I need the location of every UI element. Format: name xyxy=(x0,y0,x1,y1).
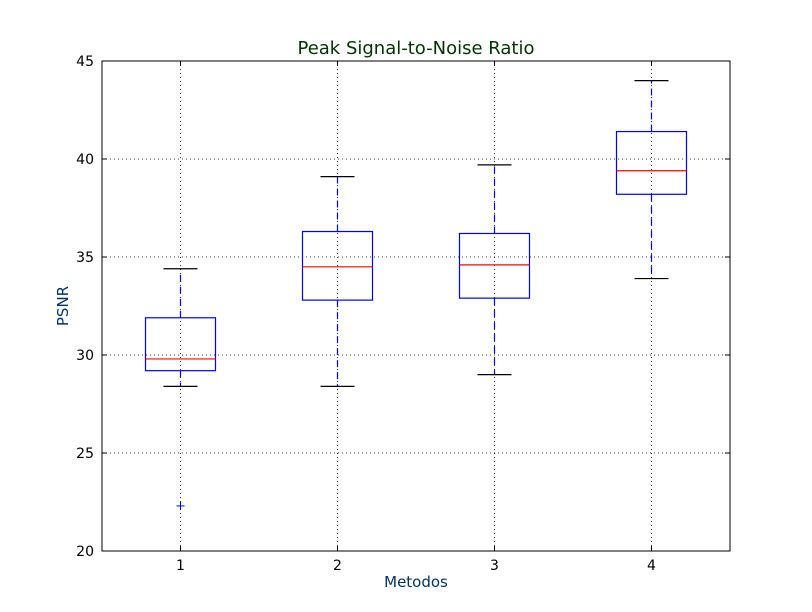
y-axis-title: PSNR xyxy=(54,286,72,326)
y-tick-label: 25 xyxy=(76,446,94,462)
box-iqr xyxy=(615,130,688,195)
x-tick-label: 3 xyxy=(490,558,499,574)
box-iqr xyxy=(144,317,217,372)
x-tick-label: 2 xyxy=(333,558,342,574)
chart-title: Peak Signal-to-Noise Ratio xyxy=(297,38,534,59)
box-group xyxy=(458,164,531,376)
ticks: 20 25 30 35 40 45 1 2 3 4 xyxy=(76,54,730,574)
grid-lines xyxy=(102,61,730,551)
y-tick-label: 45 xyxy=(76,54,94,70)
x-tick-label: 1 xyxy=(176,558,185,574)
y-tick-label: 40 xyxy=(76,152,94,168)
box-iqr xyxy=(301,230,374,301)
box-group xyxy=(144,268,217,510)
box-group xyxy=(615,79,688,280)
outlier-marker xyxy=(176,501,185,510)
boxes xyxy=(144,79,688,510)
y-tick-label: 35 xyxy=(76,250,94,266)
y-tick-label: 20 xyxy=(76,544,94,560)
box-group xyxy=(301,176,374,387)
x-tick-label: 4 xyxy=(647,558,656,574)
y-tick-label: 30 xyxy=(76,348,94,364)
x-axis-title: Metodos xyxy=(384,573,448,591)
box-iqr xyxy=(458,232,531,299)
plot-frame xyxy=(101,60,731,552)
